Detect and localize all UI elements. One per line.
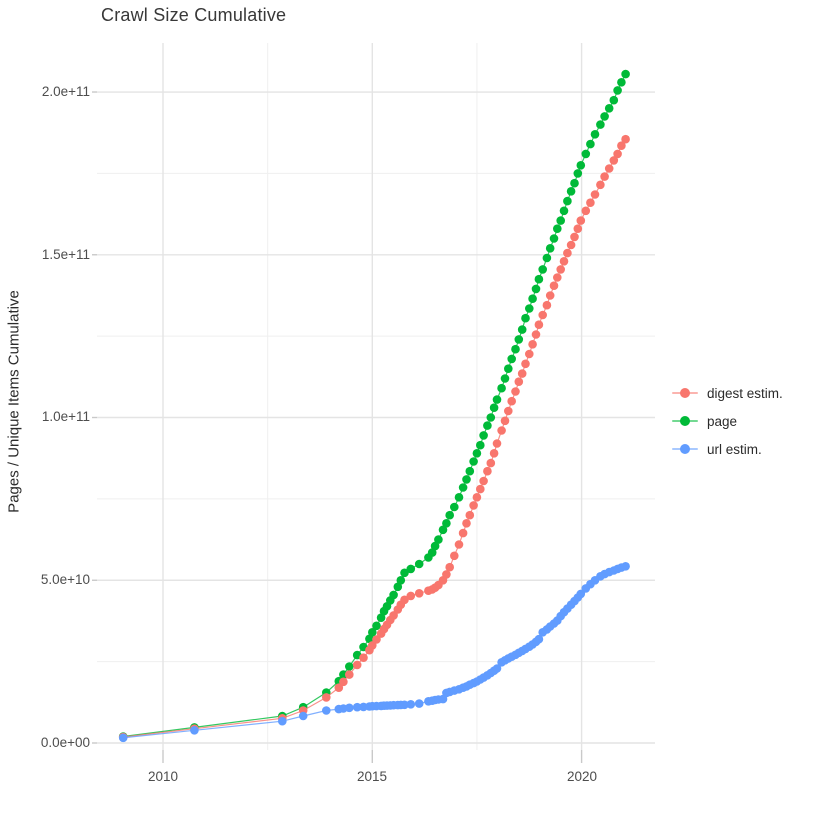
- chart-title: Crawl Size Cumulative: [101, 5, 287, 25]
- legend-item-digest-estim: digest estim.: [672, 379, 783, 407]
- y-tick-label: 0.0e+00: [40, 735, 90, 750]
- digest-estim-key-icon: [672, 387, 698, 399]
- x-tick-label: 2010: [147, 769, 179, 784]
- page-key-icon: [672, 415, 698, 427]
- legend-item-url-estim: url estim.: [672, 435, 783, 463]
- y-tick-label: 2.0e+11: [41, 84, 90, 99]
- legend-label: url estim.: [707, 441, 762, 457]
- legend: digest estim. page url estim.: [672, 379, 783, 463]
- legend-label: digest estim.: [707, 385, 783, 401]
- y-tick-label: 1.5e+11: [41, 247, 90, 262]
- y-tick-label: 1.0e+11: [41, 409, 90, 424]
- legend-item-page: page: [672, 407, 783, 435]
- y-tick-label: 5.0e+10: [40, 572, 90, 587]
- legend-label: page: [707, 413, 738, 429]
- url-estim-key-icon: [672, 443, 698, 455]
- x-tick-label: 2015: [356, 769, 388, 784]
- x-tick-label: 2020: [566, 769, 598, 784]
